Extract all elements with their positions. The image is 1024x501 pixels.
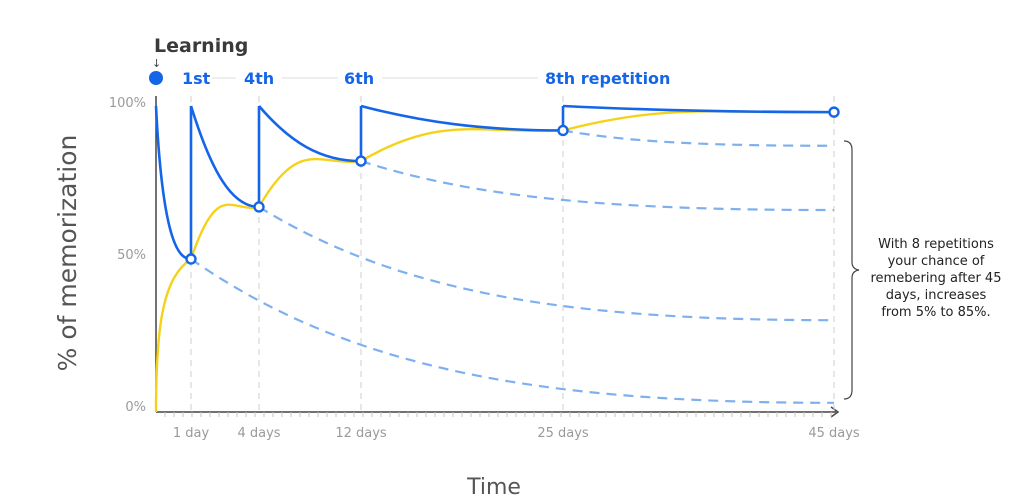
forgetting-curve: [190, 258, 835, 404]
annotation-line-4: days, increases: [886, 288, 987, 303]
annotation-line-1: With 8 repetitions: [878, 237, 994, 252]
y-tick-label-0: 0%: [125, 400, 146, 415]
review-curve-segment: [258, 105, 362, 163]
forgetting-curve: [258, 206, 835, 322]
down-arrow-icon: ↓: [152, 57, 161, 70]
annotation-brace: [843, 140, 860, 400]
x-axis-label: Time: [466, 475, 521, 500]
y-axis-label: % of memorization: [53, 135, 82, 372]
forgetting-curve: [360, 160, 835, 212]
review-curve-segment: [562, 104, 835, 114]
y-tick-label-50: 50%: [117, 248, 146, 263]
learning-start-marker: [149, 71, 163, 85]
x-tick-label-45-days: 45 days: [808, 426, 860, 441]
annotation-line-5: from 5% to 85%.: [881, 305, 990, 320]
review-point: [185, 253, 197, 265]
review-curve-segment: [154, 105, 192, 261]
review-point: [355, 155, 367, 167]
x-axis-arrow-icon: [830, 406, 840, 418]
review-curve-segment: [360, 104, 564, 132]
chart-title: Learning: [154, 35, 248, 57]
repetition-label-6th: 6th: [344, 69, 374, 88]
review-point: [828, 106, 840, 118]
y-tick-label-100: 100%: [109, 96, 146, 111]
forgetting-curve: [562, 129, 835, 147]
x-tick-label-1-day: 1 day: [173, 426, 210, 441]
repetition-label-8th: 8th repetition: [545, 69, 670, 88]
repetition-label-1st: 1st: [182, 69, 211, 88]
x-tick-label-12-days: 12 days: [335, 426, 387, 441]
annotation-line-3: remebering after 45: [871, 271, 1002, 286]
review-curve-segment: [189, 105, 260, 209]
annotation-line-2: your chance of: [888, 254, 985, 269]
review-point: [253, 201, 265, 213]
review-point: [557, 124, 569, 137]
repetition-label-4th: 4th: [244, 69, 274, 88]
x-tick-label-4-days: 4 days: [237, 426, 280, 441]
x-tick-label-25-days: 25 days: [537, 426, 589, 441]
